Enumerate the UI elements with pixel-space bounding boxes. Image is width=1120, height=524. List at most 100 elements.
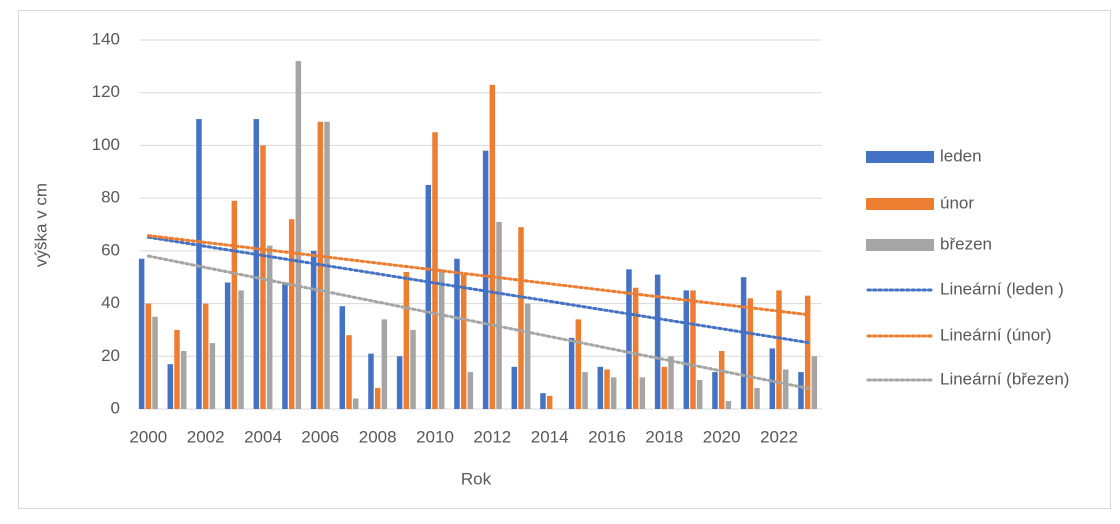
bar: [518, 227, 524, 409]
bar: [425, 184, 432, 409]
legend-label: březen: [940, 234, 992, 253]
legend-swatch: [866, 239, 934, 251]
bar: [295, 61, 302, 409]
bar: [152, 316, 158, 409]
bar: [489, 84, 496, 410]
bar: [683, 290, 690, 409]
bar: [568, 337, 575, 409]
bar: [668, 356, 674, 409]
bar: [202, 303, 209, 409]
bar: [769, 348, 776, 409]
bar: [798, 372, 804, 409]
bar: [310, 250, 317, 409]
bar: [196, 119, 202, 410]
x-tick-label: 2004: [244, 427, 282, 446]
bar: [511, 366, 518, 409]
y-tick-label: 120: [92, 82, 120, 101]
bar: [725, 401, 732, 409]
trendline: [146, 254, 810, 390]
x-tick-label: 2018: [645, 427, 683, 446]
bar: [524, 303, 531, 409]
y-tick-label: 100: [92, 135, 120, 154]
bar: [260, 145, 266, 409]
bar: [654, 274, 661, 409]
x-tick-label: 2010: [416, 427, 454, 446]
bar: [782, 369, 789, 409]
bar: [811, 356, 818, 409]
bar: [403, 271, 410, 409]
bar: [740, 277, 747, 409]
legend-label: leden: [940, 146, 982, 165]
bar: [374, 387, 381, 409]
legend-swatch: [866, 151, 934, 163]
bar: [496, 221, 502, 409]
legend-label: Lineární (leden ): [940, 279, 1064, 298]
bar: [346, 335, 352, 409]
legend-label: Lineární (březen): [940, 369, 1069, 388]
bar: [626, 269, 632, 409]
trendline: [146, 235, 810, 344]
x-tick-label: 2020: [703, 427, 741, 446]
bar: [639, 377, 646, 409]
bar: [231, 200, 238, 409]
y-tick-label: 0: [111, 398, 120, 417]
bar: [482, 150, 489, 409]
bar: [174, 329, 180, 409]
y-tick-label: 60: [101, 240, 120, 259]
bar: [282, 282, 288, 409]
x-axis-title: Rok: [461, 469, 492, 488]
x-tick-label: 2012: [473, 427, 511, 446]
x-tick-label: 2022: [760, 427, 798, 446]
bar: [368, 353, 374, 409]
bar: [804, 295, 811, 409]
bar: [546, 395, 553, 409]
bar: [460, 274, 467, 409]
y-axis-title: výška v cm: [31, 183, 50, 267]
x-tick-label: 2006: [301, 427, 339, 446]
bar: [696, 380, 703, 409]
bar: [167, 364, 174, 409]
bar: [145, 303, 152, 409]
legend-swatch: [866, 198, 934, 210]
bar: [224, 282, 231, 409]
bar: [180, 351, 187, 409]
bar: [396, 356, 403, 409]
bar: [540, 393, 546, 409]
bar: [467, 372, 474, 409]
y-tick-label: 40: [101, 293, 120, 312]
bar: [266, 245, 273, 409]
bar: [597, 366, 604, 409]
x-tick-label: 2000: [129, 427, 167, 446]
x-tick-label: 2014: [531, 427, 569, 446]
x-tick-label: 2002: [187, 427, 225, 446]
bar: [410, 329, 416, 409]
bar: [661, 366, 668, 409]
bar: [604, 369, 610, 409]
bar: [712, 372, 718, 409]
bar: [381, 319, 388, 409]
bar: [238, 290, 244, 409]
bar: [352, 398, 359, 409]
x-tick-label: 2008: [359, 427, 397, 446]
bar: [610, 377, 617, 409]
x-tick-label: 2016: [588, 427, 626, 446]
bar: [747, 298, 754, 409]
bar: [575, 319, 582, 409]
bar: [209, 343, 216, 409]
bar: [582, 372, 588, 409]
y-tick-label: 140: [92, 29, 120, 48]
bar: [288, 219, 295, 409]
legend-label: únor: [940, 193, 974, 212]
bar: [776, 290, 782, 409]
bar: [339, 306, 346, 409]
bar: [438, 269, 445, 409]
bar: [718, 351, 725, 409]
bar: [690, 290, 696, 409]
bar: [138, 258, 145, 409]
bar: [632, 287, 639, 409]
bar: [454, 258, 460, 409]
trendline: [146, 234, 810, 317]
y-tick-label: 80: [101, 188, 120, 207]
bar: [253, 119, 260, 410]
